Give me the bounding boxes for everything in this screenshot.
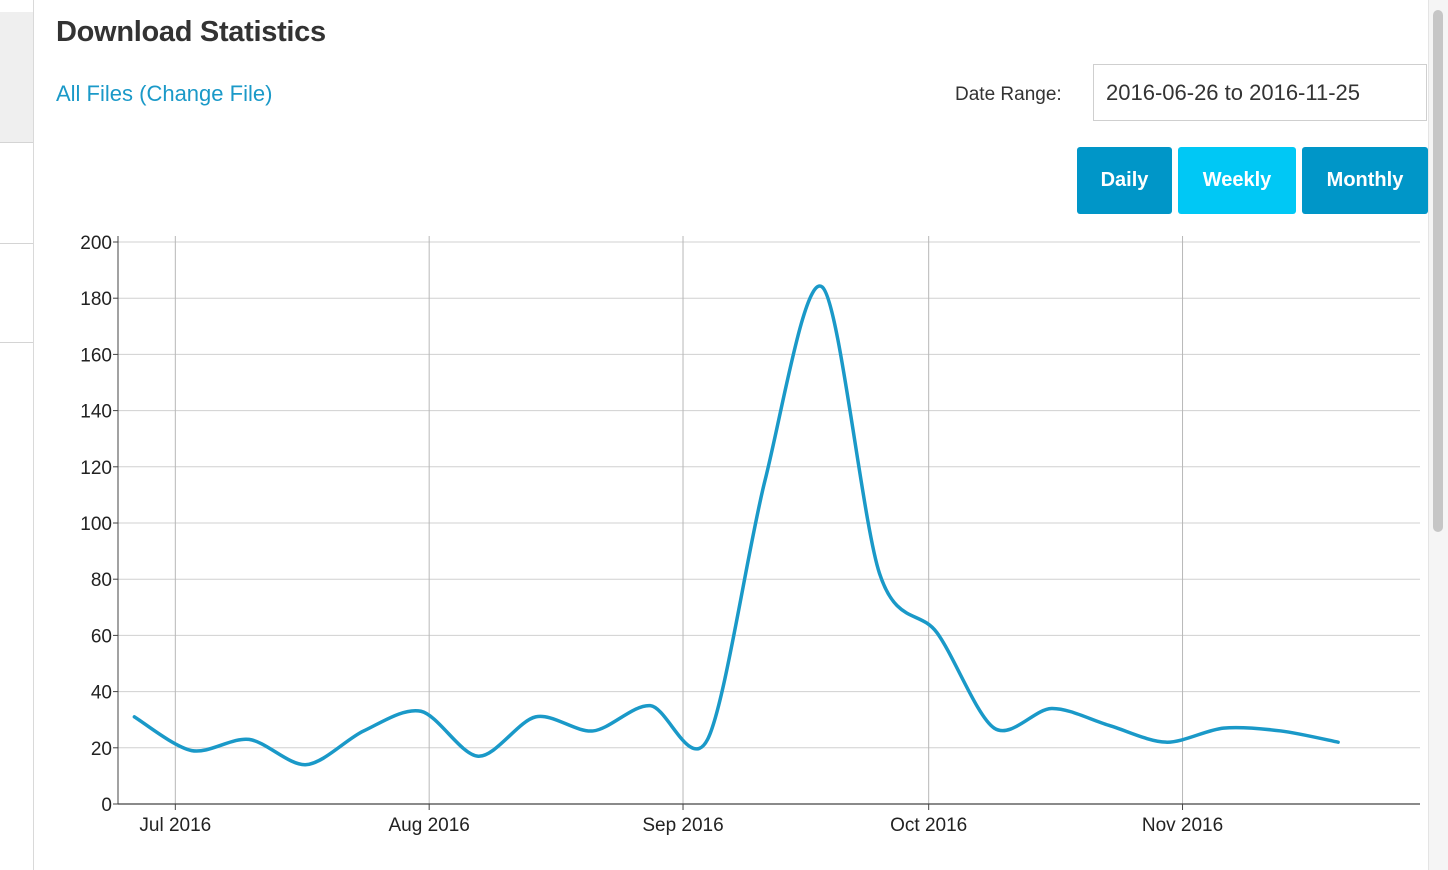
y-tick-label: 140 [80,402,112,423]
monthly-button[interactable]: Monthly [1302,147,1428,214]
y-tick-label: 100 [80,514,112,535]
series-line [132,284,1340,767]
data-point [820,285,824,289]
x-tick-label: Jul 2016 [139,815,211,836]
data-point [419,709,423,713]
data-point [132,715,136,719]
sidebar-edge [0,0,34,870]
data-point [878,572,882,576]
data-point [648,704,652,708]
y-tick-label: 60 [91,626,112,647]
data-point [534,715,538,719]
x-tick-label: Nov 2016 [1142,815,1223,836]
data-point [935,631,939,635]
y-tick-label: 20 [91,739,112,760]
sidebar-divider [0,342,33,343]
data-point [1050,706,1054,710]
data-point [1164,740,1168,744]
change-file-link[interactable]: All Files (Change File) [56,81,273,106]
y-tick-label: 160 [80,345,112,366]
data-point [706,737,710,741]
page-title: Download Statistics [56,16,326,48]
x-tick-label: Aug 2016 [388,815,469,836]
scrollbar-thumb[interactable] [1433,10,1443,532]
y-tick-label: 40 [91,683,112,704]
y-tick-label: 80 [91,570,112,591]
date-range-input[interactable] [1093,64,1427,121]
data-point [1336,740,1340,744]
sidebar-active-item[interactable] [0,12,33,143]
x-tick-label: Oct 2016 [890,815,967,836]
weekly-button[interactable]: Weekly [1178,147,1296,214]
data-point [362,729,366,733]
data-point [304,763,308,767]
data-point [1221,726,1225,730]
data-point [763,479,767,483]
daily-button[interactable]: Daily [1077,147,1172,214]
data-point [190,749,194,753]
y-tick-label: 0 [101,795,112,816]
data-point [591,729,595,733]
y-tick-label: 180 [80,289,112,310]
data-point [247,737,251,741]
x-tick-label: Sep 2016 [642,815,723,836]
sidebar-divider [0,243,33,244]
data-point [1279,729,1283,733]
y-tick-label: 200 [80,233,112,254]
data-point [1107,723,1111,727]
date-range-label: Date Range: [955,84,1062,105]
y-tick-label: 120 [80,458,112,479]
data-point [476,754,480,758]
data-point [992,726,996,730]
